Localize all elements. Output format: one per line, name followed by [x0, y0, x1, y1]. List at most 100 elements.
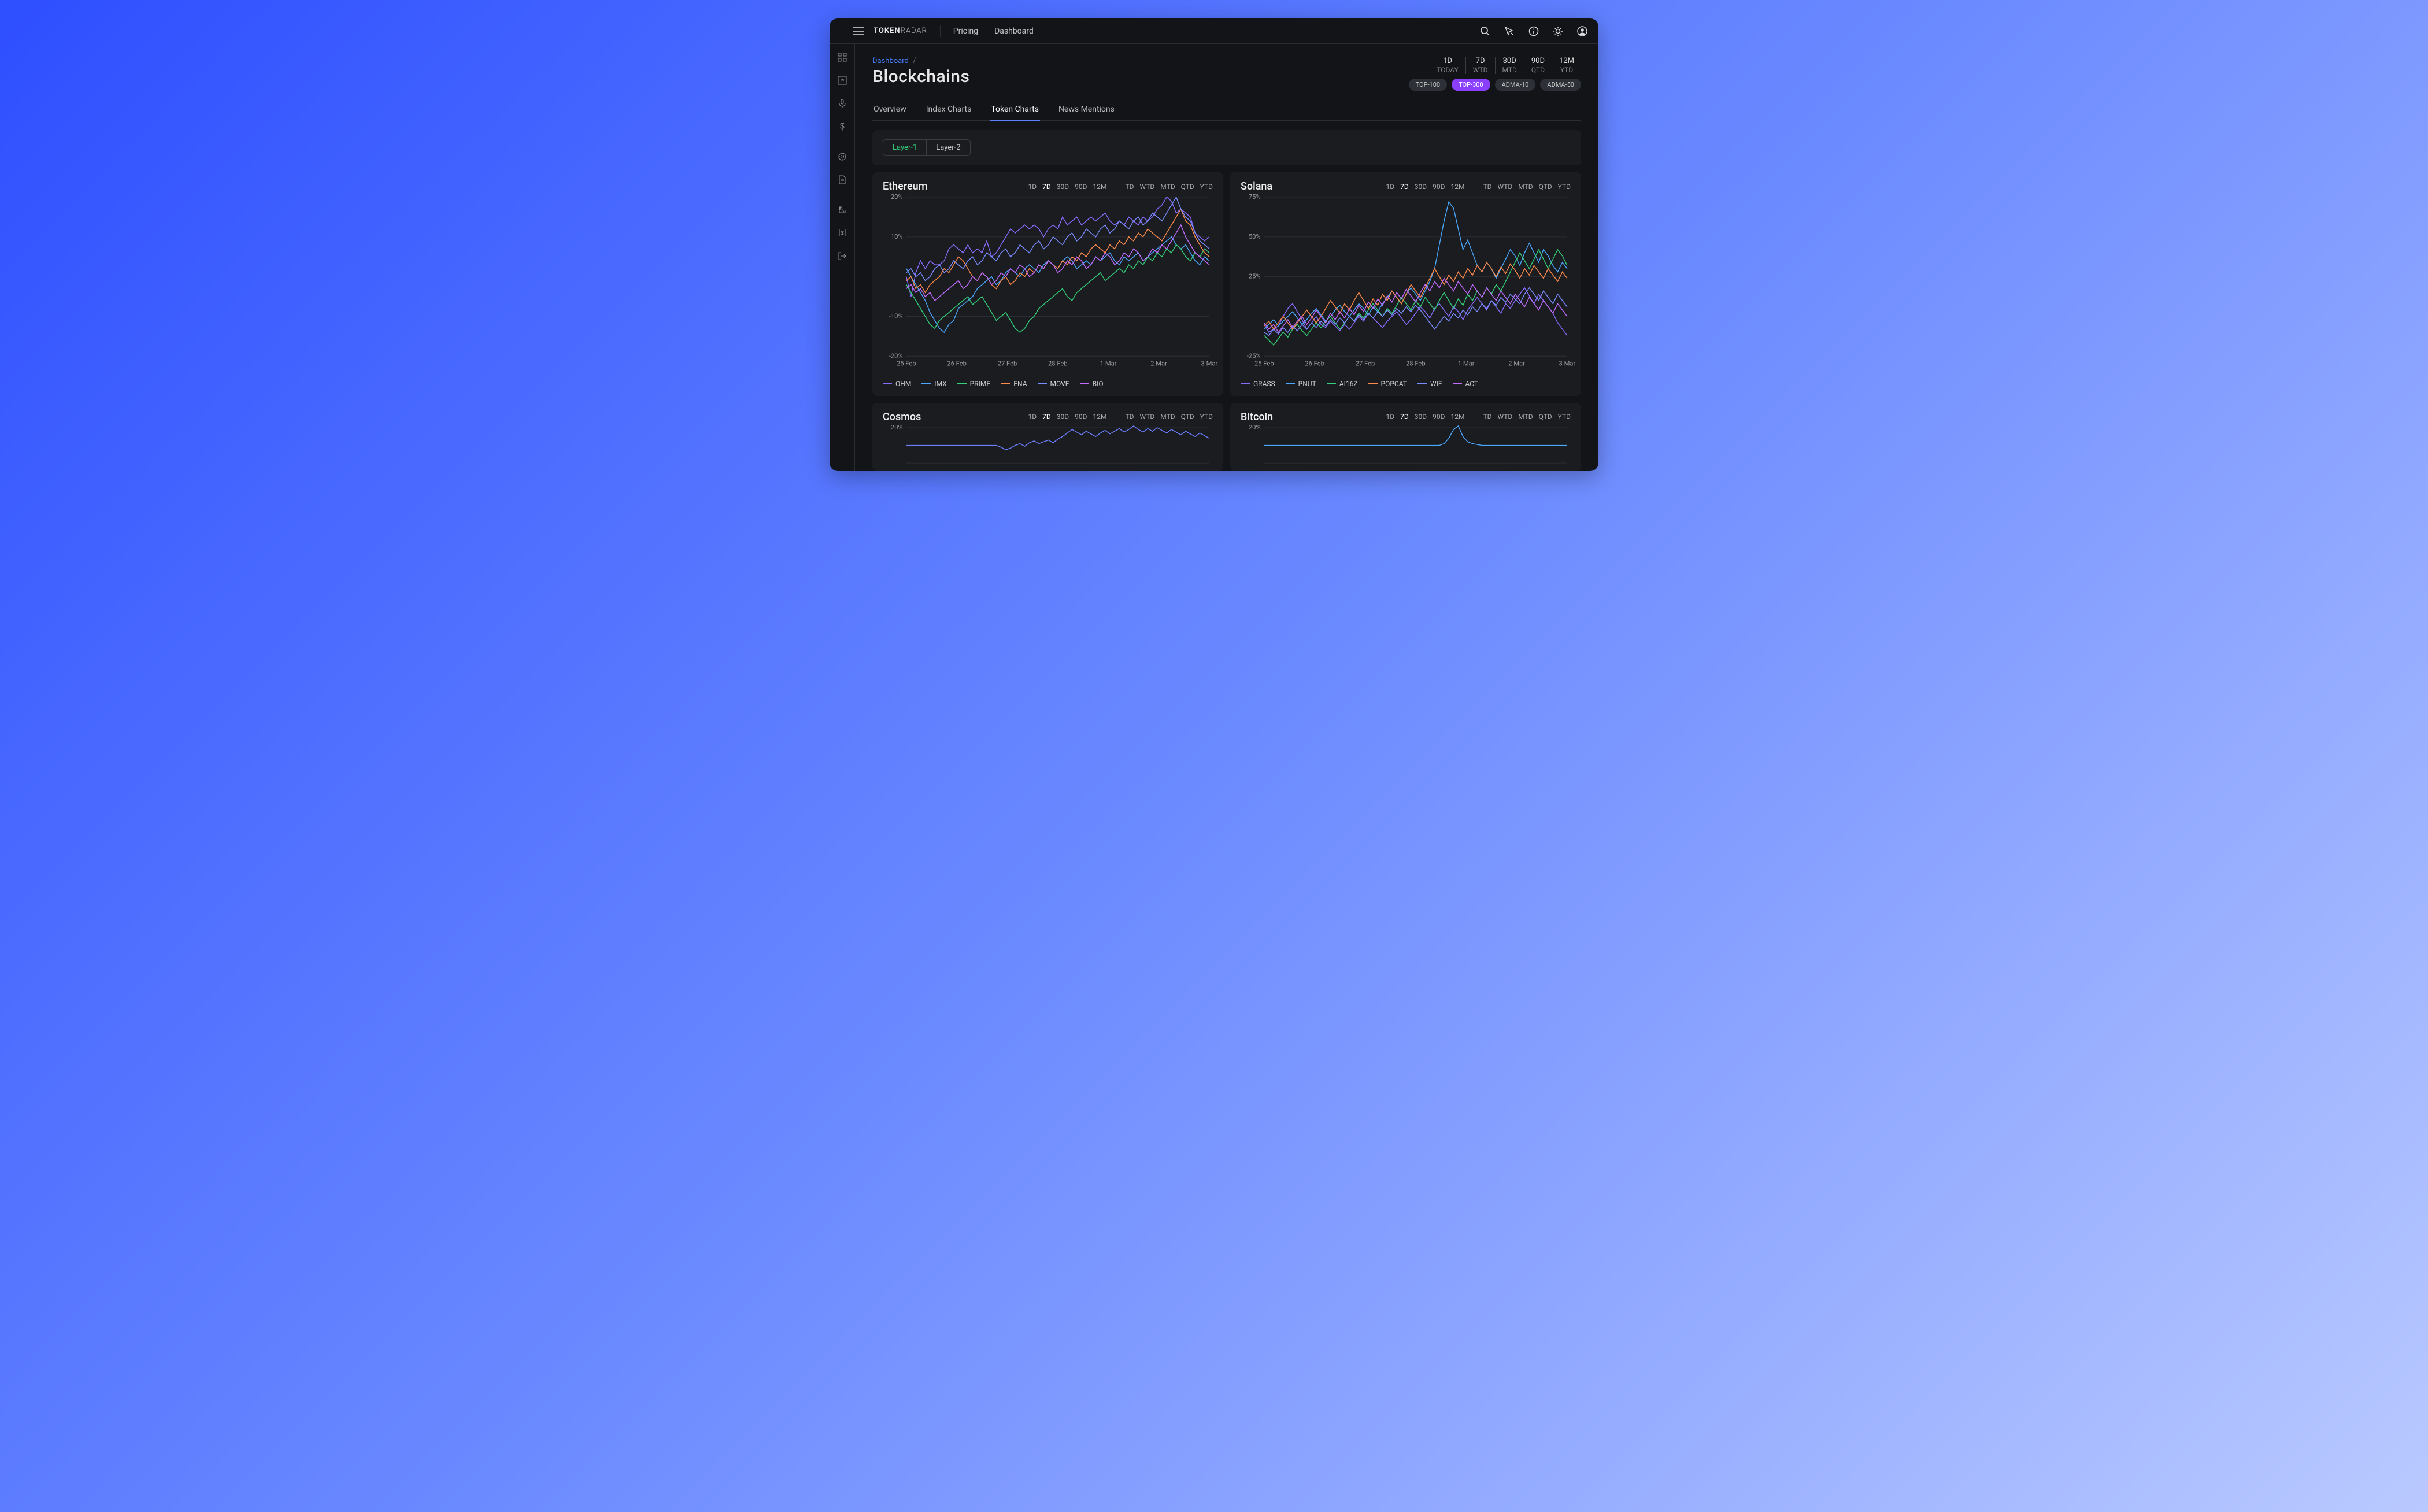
mini-period-wtd[interactable]: WTD — [1140, 413, 1155, 421]
cursor-click-icon[interactable] — [1504, 25, 1515, 37]
mini-period-1d[interactable]: 1D — [1386, 413, 1394, 421]
chart-legend: GRASS PNUT AI16Z POPCAT WIF ACT — [1241, 380, 1571, 388]
mini-period-30d[interactable]: 30D — [1057, 413, 1069, 421]
legend-item-ena[interactable]: ENA — [1001, 380, 1027, 388]
period-7d[interactable]: 7DWTD — [1466, 57, 1496, 74]
layer-segment: Layer-1Layer-2 — [883, 139, 971, 156]
tab-token-charts[interactable]: Token Charts — [990, 99, 1040, 121]
app-frame: TOKENRADAR Pricing Dashboard — [830, 18, 1598, 471]
pill-top-100[interactable]: TOP-100 — [1409, 79, 1448, 91]
svg-text:27 Feb: 27 Feb — [998, 360, 1017, 368]
user-avatar-icon[interactable] — [1576, 25, 1588, 37]
svg-text:1 Mar: 1 Mar — [1100, 360, 1117, 368]
info-icon[interactable] — [1528, 25, 1539, 37]
mini-period-wtd[interactable]: WTD — [1498, 183, 1513, 191]
chart-title: Cosmos — [883, 411, 921, 423]
chart-card-solana: Solana 1D7D30D90D12MTDWTDMTDQTDYTD -25%2… — [1230, 172, 1581, 396]
main: Dashboard / Blockchains 1DTODAY7DWTD30DM… — [855, 44, 1598, 471]
legend-item-prime[interactable]: PRIME — [957, 380, 991, 388]
mini-period-wtd[interactable]: WTD — [1140, 183, 1155, 191]
mini-period-td[interactable]: TD — [1483, 183, 1491, 191]
mini-period-qtd[interactable]: QTD — [1539, 183, 1552, 191]
mini-period-mtd[interactable]: MTD — [1518, 413, 1533, 421]
chart-title: Ethereum — [883, 180, 927, 192]
mini-period-mtd[interactable]: MTD — [1160, 183, 1175, 191]
legend-item-act[interactable]: ACT — [1453, 380, 1479, 388]
svg-text:2 Mar: 2 Mar — [1150, 360, 1167, 368]
legend-item-grass[interactable]: GRASS — [1241, 380, 1275, 388]
period-1d[interactable]: 1DTODAY — [1430, 57, 1466, 74]
mini-period-ytd[interactable]: YTD — [1558, 183, 1571, 191]
mini-period-30d[interactable]: 30D — [1057, 183, 1069, 191]
mini-period-1d[interactable]: 1D — [1028, 413, 1037, 421]
sidebar-doc-icon[interactable] — [837, 175, 847, 185]
legend-item-ohm[interactable]: OHM — [883, 380, 911, 388]
legend-item-popcat[interactable]: POPCAT — [1368, 380, 1407, 388]
mini-period-td[interactable]: TD — [1125, 183, 1134, 191]
pill-adma-50[interactable]: ADMA-50 — [1540, 79, 1581, 91]
mini-period-qtd[interactable]: QTD — [1181, 413, 1194, 421]
pill-top-300[interactable]: TOP-300 — [1452, 79, 1490, 91]
period-90d[interactable]: 90DQTD — [1524, 57, 1552, 74]
tab-news-mentions[interactable]: News Mentions — [1057, 99, 1116, 120]
mini-period-1d[interactable]: 1D — [1028, 183, 1037, 191]
mini-period-ytd[interactable]: YTD — [1200, 183, 1213, 191]
tab-overview[interactable]: Overview — [872, 99, 908, 120]
mini-period-qtd[interactable]: QTD — [1539, 413, 1552, 421]
search-icon[interactable] — [1479, 25, 1491, 37]
mini-period-td[interactable]: TD — [1125, 413, 1134, 421]
svg-text:-20%: -20% — [889, 352, 903, 360]
tab-index-charts[interactable]: Index Charts — [925, 99, 973, 120]
mini-period-7d[interactable]: 7D — [1042, 183, 1051, 191]
legend-item-wif[interactable]: WIF — [1417, 380, 1442, 388]
mini-period-7d[interactable]: 7D — [1400, 413, 1409, 421]
svg-text:20%: 20% — [1249, 424, 1261, 431]
mini-period-td[interactable]: TD — [1483, 413, 1491, 421]
mini-period-90d[interactable]: 90D — [1433, 413, 1445, 421]
sidebar-dollar-icon[interactable] — [837, 121, 847, 132]
mini-period-7d[interactable]: 7D — [1042, 413, 1051, 421]
mini-period-wtd[interactable]: WTD — [1498, 413, 1513, 421]
sidebar-external-icon[interactable] — [837, 205, 847, 215]
legend-item-move[interactable]: MOVE — [1038, 380, 1069, 388]
period-30d[interactable]: 30DMTD — [1496, 57, 1524, 74]
mini-period-12m[interactable]: 12M — [1450, 413, 1464, 421]
seg-layer-1[interactable]: Layer-1 — [883, 140, 927, 155]
mini-period-90d[interactable]: 90D — [1433, 183, 1445, 191]
pill-adma-10[interactable]: ADMA-10 — [1495, 79, 1536, 91]
sidebar-logout-icon[interactable] — [837, 251, 847, 261]
sidebar-grid-icon[interactable] — [837, 52, 847, 62]
mini-period-90d[interactable]: 90D — [1075, 413, 1087, 421]
mini-period-mtd[interactable]: MTD — [1160, 413, 1175, 421]
sidebar-mic-icon[interactable] — [837, 98, 847, 109]
mini-period-30d[interactable]: 30D — [1415, 183, 1427, 191]
logo-strong: TOKEN — [874, 27, 901, 35]
legend-item-pnut[interactable]: PNUT — [1286, 380, 1316, 388]
sidebar-target-icon[interactable] — [837, 151, 847, 162]
legend-item-ai16z[interactable]: AI16Z — [1327, 380, 1358, 388]
legend-item-bio[interactable]: BIO — [1080, 380, 1104, 388]
mini-period-qtd[interactable]: QTD — [1181, 183, 1194, 191]
legend-item-imx[interactable]: IMX — [921, 380, 946, 388]
nav-pricing[interactable]: Pricing — [953, 27, 978, 36]
mini-period-12m[interactable]: 12M — [1093, 183, 1106, 191]
mini-period-7d[interactable]: 7D — [1400, 183, 1409, 191]
theme-icon[interactable] — [1552, 25, 1564, 37]
mini-period-mtd[interactable]: MTD — [1518, 183, 1533, 191]
mini-period-90d[interactable]: 90D — [1075, 183, 1087, 191]
hamburger-icon[interactable] — [853, 25, 864, 37]
mini-period-12m[interactable]: 12M — [1450, 183, 1464, 191]
sidebar-bracket-dollar-icon[interactable] — [837, 228, 847, 238]
period-12m[interactable]: 12MYTD — [1552, 57, 1581, 74]
nav-dashboard[interactable]: Dashboard — [994, 27, 1034, 36]
mini-period-12m[interactable]: 12M — [1093, 413, 1106, 421]
mini-period-1d[interactable]: 1D — [1386, 183, 1394, 191]
page-title: Blockchains — [872, 66, 969, 87]
chart-title: Solana — [1241, 180, 1272, 192]
mini-period-ytd[interactable]: YTD — [1558, 413, 1571, 421]
seg-layer-2[interactable]: Layer-2 — [927, 140, 969, 155]
mini-period-ytd[interactable]: YTD — [1200, 413, 1213, 421]
breadcrumb-root[interactable]: Dashboard — [872, 57, 909, 65]
mini-period-30d[interactable]: 30D — [1415, 413, 1427, 421]
sidebar-resize-icon[interactable] — [837, 75, 847, 86]
